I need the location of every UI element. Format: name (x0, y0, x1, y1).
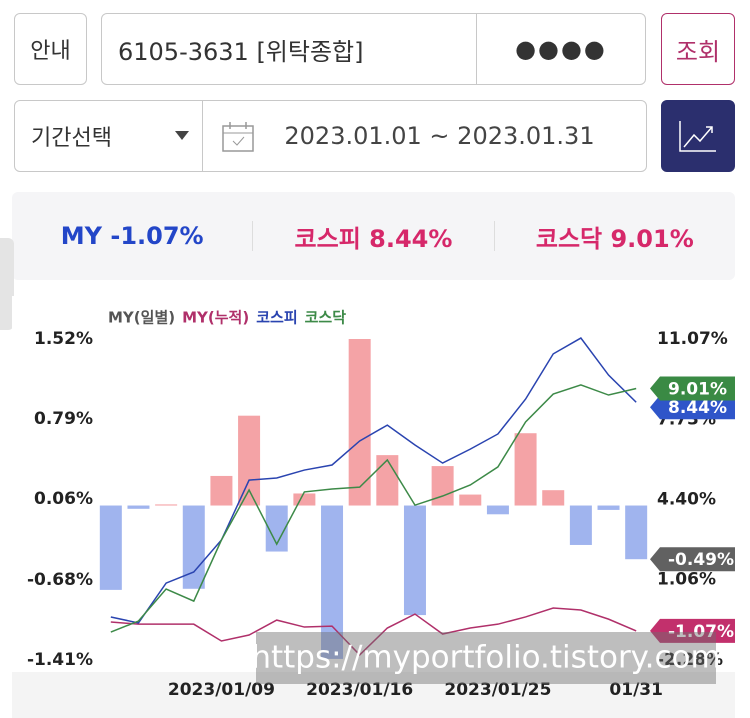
summary-name: 코스피 (294, 224, 361, 253)
line (110, 337, 637, 624)
y-tick-label: 1.52% (34, 329, 93, 349)
summary-item: 코스닥 9.01% (495, 219, 735, 254)
date-range-field[interactable]: 2023.01.01 ~ 2023.01.31 (202, 100, 647, 172)
end-label-box (650, 395, 735, 420)
x-tick-label: 01/31 (609, 680, 663, 700)
chart-background (12, 296, 735, 718)
x-tick-label: 2023/01/09 (168, 680, 275, 700)
summary-value: 9.01% (610, 224, 694, 253)
end-label: 8.44% (650, 395, 735, 420)
summary-value: -1.07% (110, 222, 204, 250)
watermark: https://myportfolio.tistory.com (251, 640, 720, 676)
x-tick-label: 2023/01/16 (306, 680, 413, 700)
dropdown-arrow (175, 131, 189, 140)
legend-entry: MY(일별) (108, 309, 175, 327)
bar (625, 505, 648, 560)
end-label-text: -0.49% (668, 550, 734, 570)
calendar-icon (222, 122, 254, 152)
bar (459, 494, 482, 506)
search-button[interactable]: 조회 (661, 13, 735, 85)
y2-tick-label: 1.06% (657, 570, 716, 590)
end-label-box (650, 547, 735, 572)
bar (514, 433, 537, 506)
side-tab[interactable] (0, 238, 14, 330)
bar (321, 505, 344, 659)
end-label-box (650, 376, 735, 401)
period-text: 기간선택 (31, 126, 112, 151)
x-axis-band (12, 672, 735, 718)
bar (127, 505, 150, 509)
x-tick-label: 2023/01/25 (444, 680, 551, 700)
summary-value: 8.44% (369, 224, 453, 253)
date-range-text: 2023.01.01 ~ 2023.01.31 (284, 122, 595, 150)
y2-tick-label: 7.73% (657, 409, 716, 429)
bar (542, 490, 565, 506)
y-tick-label: -1.41% (27, 650, 93, 670)
summary-name: MY (60, 222, 102, 250)
line (110, 384, 637, 633)
bar (597, 505, 620, 510)
legend-entry: MY(누적) (182, 309, 249, 327)
summary-panel: MY -1.07% 코스피 8.44% 코스닥 9.01% (12, 192, 735, 280)
y2-tick-label: -2.28% (657, 650, 723, 670)
bar (293, 493, 316, 506)
divider (493, 221, 495, 251)
bar (403, 505, 426, 616)
legend-entry: 코스닥 (305, 309, 347, 327)
end-label-box (650, 618, 735, 643)
end-label: -0.49% (650, 547, 735, 572)
bar (265, 505, 288, 552)
bar (99, 505, 122, 590)
summary-name: 코스닥 (535, 224, 603, 253)
watermark-background (256, 632, 716, 684)
bar (569, 505, 592, 545)
bar (486, 505, 509, 515)
chart-icon (679, 121, 716, 152)
guide-button[interactable]: 안내 (14, 13, 87, 85)
period-select[interactable]: 기간선택 (14, 100, 203, 172)
end-label: 9.01% (650, 376, 735, 401)
summary-item: MY -1.07% (12, 222, 252, 250)
account-text: 6105-3631 [위탁종합] (118, 37, 364, 66)
y-tick-label: 0.79% (34, 409, 93, 429)
legend-entry: 코스피 (256, 309, 297, 327)
line (110, 607, 637, 657)
end-label-text: 8.44% (668, 398, 727, 418)
bar (155, 504, 178, 506)
y2-tick-label: 4.40% (657, 489, 716, 509)
bar (210, 475, 233, 506)
bar (431, 466, 454, 506)
password-field[interactable]: ●●●● (476, 13, 646, 85)
end-label-text: 9.01% (668, 380, 727, 400)
bar (376, 455, 399, 506)
bar (238, 415, 261, 506)
end-label: -1.07% (650, 618, 735, 643)
bar (182, 505, 205, 589)
account-select[interactable]: 6105-3631 [위탁종합] (101, 13, 558, 85)
end-label-text: -1.07% (668, 622, 734, 642)
y-tick-label: 0.06% (34, 489, 93, 509)
y2-tick-label: 11.07% (657, 329, 728, 349)
y-tick-label: -0.68% (27, 570, 93, 590)
divider (252, 221, 254, 251)
bar (348, 339, 371, 506)
chart-button[interactable] (661, 100, 735, 172)
summary-item: 코스피 8.44% (253, 219, 493, 254)
